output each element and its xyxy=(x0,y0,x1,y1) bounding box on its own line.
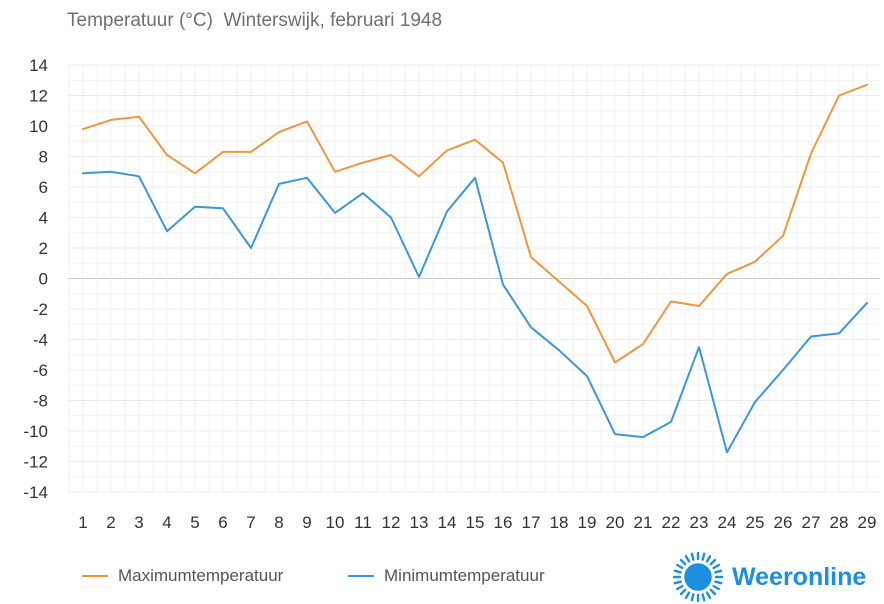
y-tick-label: -2 xyxy=(33,300,48,319)
x-tick-label: 8 xyxy=(274,513,283,532)
y-tick-label: -6 xyxy=(33,361,48,380)
x-tick-label: 2 xyxy=(106,513,115,532)
x-tick-label: 13 xyxy=(410,513,429,532)
x-tick-label: 12 xyxy=(382,513,401,532)
y-tick-label: 10 xyxy=(29,117,48,136)
y-tick-label: -4 xyxy=(33,331,48,350)
x-tick-label: 27 xyxy=(802,513,821,532)
x-tick-label: 17 xyxy=(522,513,541,532)
x-tick-label: 5 xyxy=(190,513,199,532)
x-tick-label: 15 xyxy=(466,513,485,532)
x-tick-label: 4 xyxy=(162,513,171,532)
y-tick-label: 4 xyxy=(39,209,48,228)
legend-item-max: Maximumtemperatuur xyxy=(82,566,283,586)
x-tick-label: 6 xyxy=(218,513,227,532)
chart-title: Temperatuur (°C) Winterswijk, februari 1… xyxy=(67,10,443,31)
x-tick-label: 28 xyxy=(830,513,849,532)
x-tick-label: 10 xyxy=(326,513,345,532)
y-tick-label: -12 xyxy=(23,453,48,472)
brand-logo: Weeronline xyxy=(672,551,866,603)
y-tick-label: 0 xyxy=(39,270,48,289)
y-tick-label: 12 xyxy=(29,87,48,106)
x-axis-ticks: 1 2 3 4 5 6 7 8 9 10 11 12 13 14 15 16 17 18 19 20 21 22 23 24 2… xyxy=(78,513,876,532)
y-tick-label: -10 xyxy=(23,422,48,441)
x-tick-label: 11 xyxy=(354,513,372,532)
x-tick-label: 29 xyxy=(858,513,877,532)
legend-swatch-min xyxy=(348,575,374,577)
x-tick-label: 20 xyxy=(606,513,625,532)
x-tick-label: 25 xyxy=(746,513,765,532)
y-tick-label: -14 xyxy=(23,483,48,502)
legend-item-min: Minimumtemperatuur xyxy=(348,566,545,586)
x-tick-label: 1 xyxy=(78,513,87,532)
series-line-max xyxy=(82,83,868,364)
grid xyxy=(68,64,880,493)
sun-icon xyxy=(672,551,724,603)
x-tick-label: 23 xyxy=(690,513,709,532)
x-tick-label: 21 xyxy=(634,513,653,532)
x-tick-label: 14 xyxy=(438,513,457,532)
y-tick-label: -8 xyxy=(33,392,48,411)
legend-label-min: Minimumtemperatuur xyxy=(384,566,545,585)
y-tick-label: 8 xyxy=(39,148,48,167)
x-tick-label: 18 xyxy=(550,513,569,532)
x-tick-label: 24 xyxy=(718,513,737,532)
x-tick-label: 3 xyxy=(134,513,143,532)
series-lines xyxy=(82,83,868,454)
y-tick-label: 2 xyxy=(39,239,48,258)
y-tick-label: 6 xyxy=(39,178,48,197)
legend-label-max: Maximumtemperatuur xyxy=(118,566,284,585)
x-tick-label: 7 xyxy=(246,513,255,532)
x-tick-label: 16 xyxy=(494,513,513,532)
brand-name: Weeronline xyxy=(732,562,867,591)
x-tick-label: 22 xyxy=(662,513,681,532)
x-tick-label: 9 xyxy=(302,513,311,532)
y-tick-label: 14 xyxy=(29,56,48,75)
y-axis-ticks: 14 12 10 8 6 4 2 0 -2 -4 -6 -8 -10 -12 -14 xyxy=(23,56,48,502)
series-line-min xyxy=(82,170,868,454)
legend-swatch-max xyxy=(82,575,108,577)
x-tick-label: 19 xyxy=(578,513,597,532)
x-tick-label: 26 xyxy=(774,513,793,532)
